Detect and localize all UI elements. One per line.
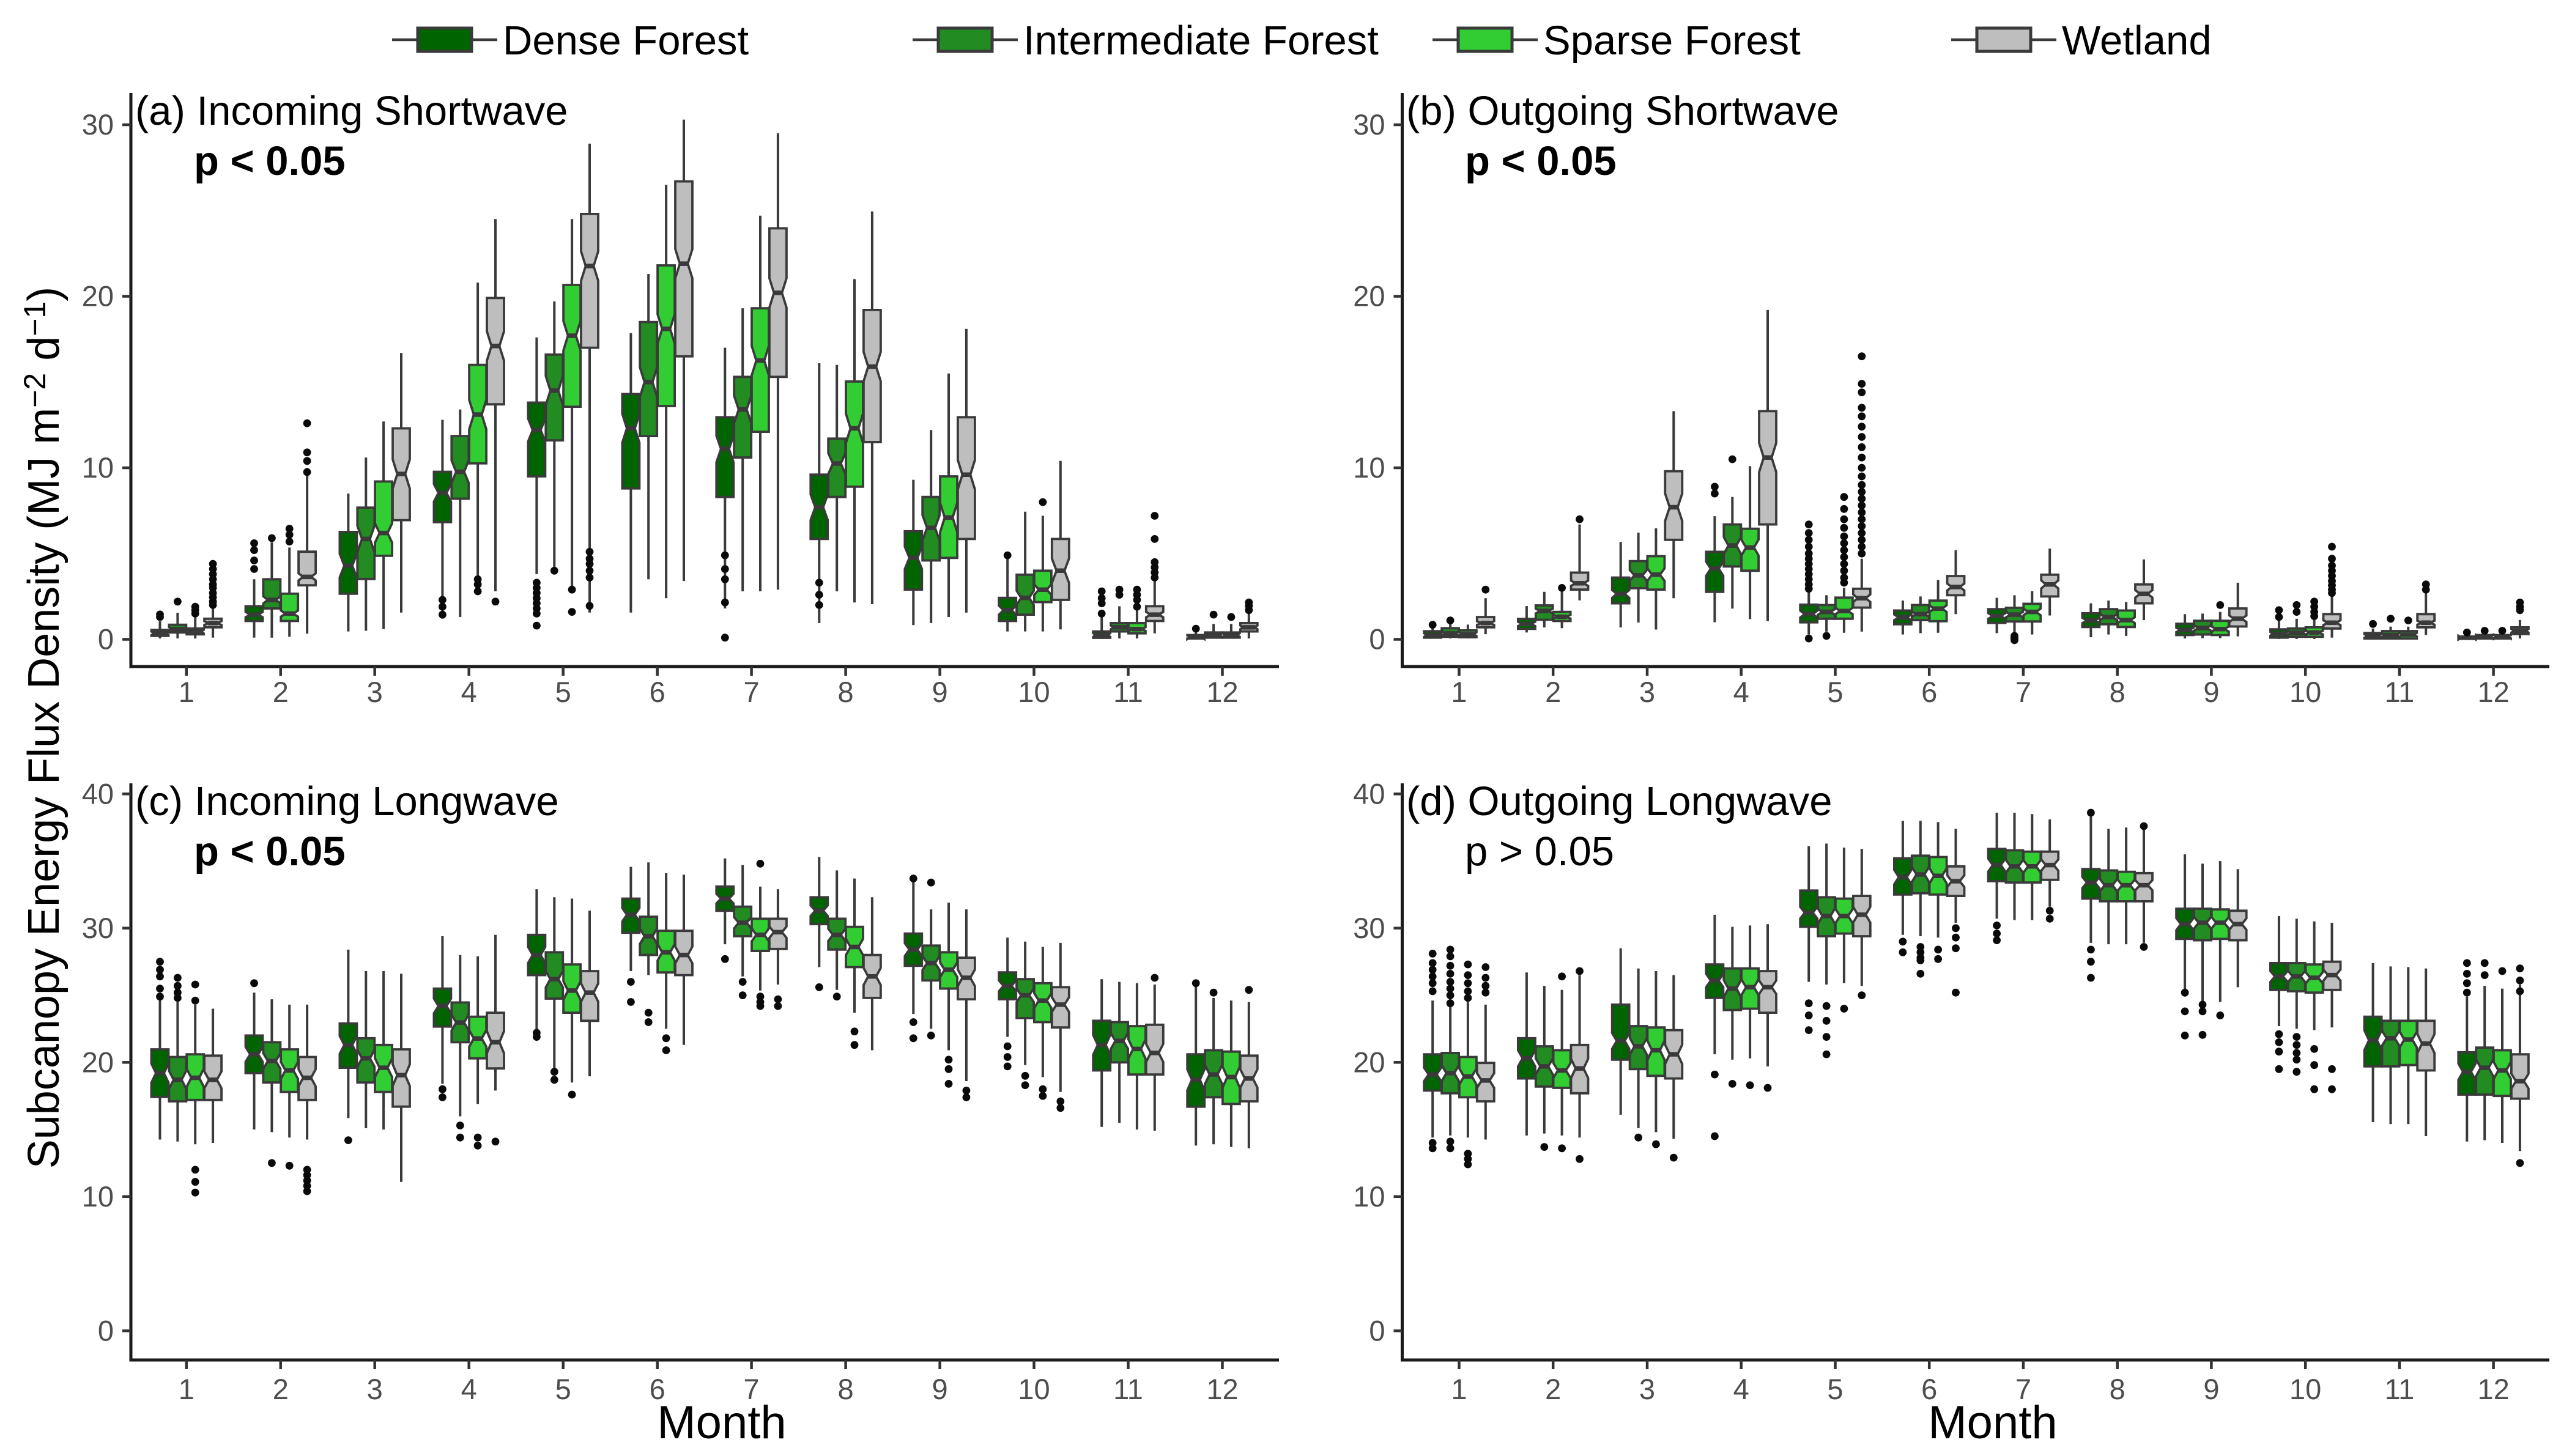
- svg-text:2: 2: [1545, 1373, 1561, 1405]
- svg-text:4: 4: [1733, 676, 1749, 708]
- svg-text:3: 3: [367, 676, 383, 708]
- svg-text:(b) Outgoing Shortwave: (b) Outgoing Shortwave: [1406, 88, 1839, 134]
- svg-text:2: 2: [273, 676, 289, 708]
- svg-text:5: 5: [555, 676, 571, 708]
- svg-text:8: 8: [838, 676, 854, 708]
- svg-text:3: 3: [1639, 1373, 1655, 1405]
- svg-text:9: 9: [2203, 676, 2219, 708]
- svg-text:10: 10: [1018, 1373, 1050, 1405]
- svg-text:20: 20: [1353, 1046, 1385, 1078]
- svg-text:6: 6: [1921, 676, 1937, 708]
- svg-text:(c) Incoming Longwave: (c) Incoming Longwave: [135, 778, 559, 824]
- svg-text:30: 30: [82, 912, 114, 944]
- svg-text:30: 30: [1353, 108, 1385, 141]
- svg-text:11: 11: [1113, 1373, 1143, 1405]
- svg-text:7: 7: [744, 676, 760, 708]
- svg-text:8: 8: [2110, 1373, 2125, 1405]
- svg-text:Sparse Forest: Sparse Forest: [1543, 18, 1801, 64]
- svg-text:6: 6: [650, 1373, 665, 1405]
- svg-text:p < 0.05: p < 0.05: [194, 138, 346, 184]
- svg-text:11: 11: [2385, 1373, 2415, 1405]
- svg-text:20: 20: [1353, 280, 1385, 312]
- svg-text:8: 8: [2110, 676, 2125, 708]
- svg-text:Month: Month: [1928, 1397, 2057, 1449]
- svg-text:0: 0: [98, 1314, 114, 1347]
- svg-text:10: 10: [1018, 676, 1050, 708]
- svg-text:12: 12: [2477, 1373, 2509, 1405]
- svg-text:30: 30: [1353, 912, 1385, 944]
- svg-text:11: 11: [2385, 676, 2415, 708]
- svg-text:(d) Outgoing Longwave: (d) Outgoing Longwave: [1406, 778, 1833, 824]
- svg-text:0: 0: [1369, 1314, 1385, 1347]
- svg-text:30: 30: [82, 108, 114, 141]
- svg-text:p < 0.05: p < 0.05: [194, 829, 346, 874]
- svg-text:p < 0.05: p < 0.05: [1465, 138, 1617, 184]
- svg-text:5: 5: [1827, 1373, 1843, 1405]
- svg-text:20: 20: [82, 280, 114, 312]
- svg-text:5: 5: [1827, 676, 1843, 708]
- svg-text:10: 10: [1353, 451, 1385, 484]
- svg-text:12: 12: [2477, 676, 2509, 708]
- svg-text:Month: Month: [657, 1397, 786, 1449]
- svg-text:40: 40: [82, 777, 114, 810]
- svg-text:11: 11: [1113, 676, 1143, 708]
- svg-text:8: 8: [838, 1373, 854, 1405]
- svg-text:6: 6: [1921, 1373, 1937, 1405]
- svg-text:10: 10: [2289, 1373, 2321, 1405]
- svg-text:4: 4: [461, 1373, 477, 1405]
- svg-text:7: 7: [2015, 1373, 2031, 1405]
- svg-text:1: 1: [1451, 1373, 1467, 1405]
- svg-text:Dense Forest: Dense Forest: [503, 18, 749, 64]
- svg-text:p > 0.05: p > 0.05: [1465, 829, 1614, 874]
- svg-text:20: 20: [82, 1046, 114, 1078]
- svg-text:6: 6: [650, 676, 665, 708]
- svg-text:3: 3: [1639, 676, 1655, 708]
- svg-text:10: 10: [1353, 1180, 1385, 1213]
- svg-text:7: 7: [2015, 676, 2031, 708]
- svg-text:9: 9: [2203, 1373, 2219, 1405]
- svg-text:10: 10: [2289, 676, 2321, 708]
- svg-text:4: 4: [461, 676, 477, 708]
- svg-text:1: 1: [1451, 676, 1467, 708]
- svg-text:9: 9: [932, 1373, 948, 1405]
- svg-text:5: 5: [555, 1373, 571, 1405]
- svg-text:Wetland: Wetland: [2062, 18, 2212, 64]
- svg-text:Intermediate Forest: Intermediate Forest: [1023, 18, 1379, 64]
- svg-text:2: 2: [1545, 676, 1561, 708]
- svg-text:10: 10: [82, 1180, 114, 1213]
- svg-text:7: 7: [744, 1373, 760, 1405]
- svg-text:1: 1: [179, 676, 195, 708]
- svg-text:40: 40: [1353, 777, 1385, 810]
- svg-text:0: 0: [98, 623, 114, 656]
- svg-text:1: 1: [179, 1373, 195, 1405]
- svg-text:2: 2: [273, 1373, 289, 1405]
- svg-text:9: 9: [932, 676, 948, 708]
- svg-text:12: 12: [1206, 676, 1238, 708]
- svg-text:10: 10: [82, 451, 114, 484]
- svg-text:3: 3: [367, 1373, 383, 1405]
- svg-text:(a) Incoming Shortwave: (a) Incoming Shortwave: [135, 88, 568, 134]
- svg-text:4: 4: [1733, 1373, 1749, 1405]
- svg-text:Subcanopy Energy Flux Density: Subcanopy Energy Flux Density (MJ m−2 d−…: [18, 287, 69, 1169]
- svg-text:12: 12: [1206, 1373, 1238, 1405]
- svg-text:0: 0: [1369, 623, 1385, 656]
